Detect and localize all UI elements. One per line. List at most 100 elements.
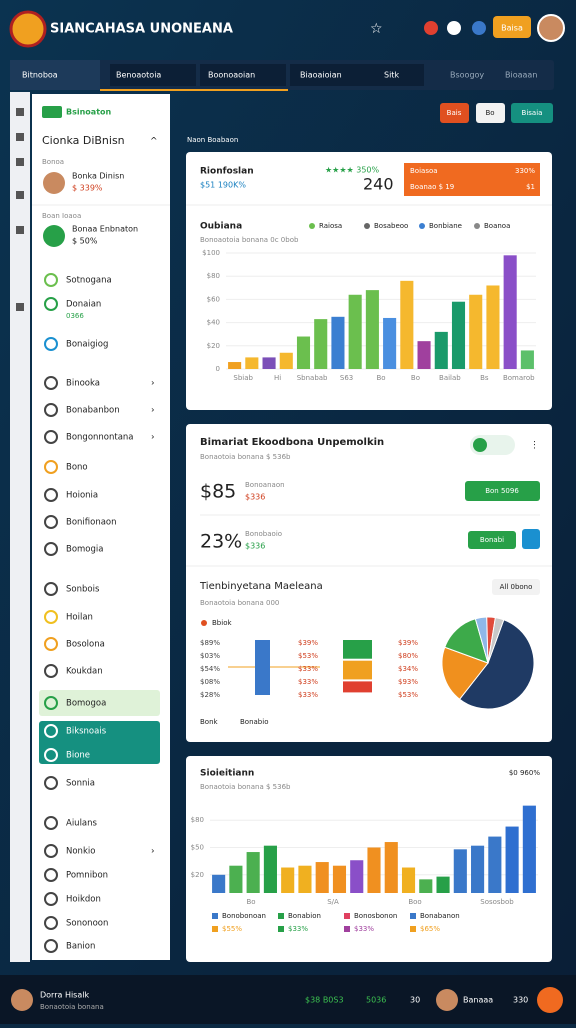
chevron[interactable]: › bbox=[151, 847, 155, 857]
bar bbox=[348, 294, 362, 369]
item-label[interactable]: Bonabanbon bbox=[66, 406, 120, 416]
toggle-knob[interactable] bbox=[473, 438, 487, 452]
bar bbox=[520, 350, 534, 369]
tab-label[interactable]: Bitnoboa bbox=[22, 71, 58, 80]
tab-label[interactable]: Sitk bbox=[384, 71, 399, 80]
icon-chat[interactable] bbox=[472, 21, 486, 35]
chevron[interactable]: › bbox=[151, 433, 155, 443]
tab[interactable] bbox=[200, 64, 286, 86]
rail-icon[interactable] bbox=[16, 226, 24, 234]
item-active[interactable] bbox=[39, 721, 160, 764]
item-label[interactable]: Binooka bbox=[66, 379, 100, 389]
legend-swatch bbox=[278, 926, 284, 932]
item-label[interactable]: Bione bbox=[66, 751, 90, 761]
legend-label: Bosabeoo bbox=[374, 222, 408, 230]
item-label[interactable]: Nonkio bbox=[66, 847, 95, 857]
value-label: $39% bbox=[298, 639, 318, 647]
item-label[interactable]: Bosolona bbox=[66, 640, 105, 650]
item-label[interactable]: Hoilan bbox=[66, 613, 93, 623]
item-label[interactable]: Biksnoais bbox=[66, 727, 107, 737]
card-subtitle: Bonaotoia bonana $ 536b bbox=[200, 453, 291, 461]
kpi-button-label: Bon 5096 bbox=[485, 487, 519, 495]
item-label[interactable]: Bonaigiog bbox=[66, 340, 108, 350]
kpi-button[interactable] bbox=[465, 481, 540, 501]
tab-label[interactable]: Benoaotoia bbox=[116, 71, 161, 80]
value-label: $93% bbox=[398, 678, 418, 686]
value-label: $89% bbox=[200, 639, 220, 647]
item-label[interactable]: Aiulans bbox=[66, 819, 98, 829]
tab-label[interactable]: Boonoaoian bbox=[208, 71, 255, 80]
kpi-button[interactable] bbox=[468, 531, 516, 549]
item-label[interactable]: Koukdan bbox=[66, 667, 103, 677]
item-label[interactable]: Bongonnontana bbox=[66, 433, 134, 443]
rail-icon[interactable] bbox=[16, 191, 24, 199]
bar bbox=[296, 336, 311, 369]
value-label: $08% bbox=[200, 678, 220, 686]
toolbar-button[interactable] bbox=[511, 103, 553, 123]
chevron[interactable]: ^ bbox=[150, 137, 158, 147]
item-label[interactable]: Sonnia bbox=[66, 779, 95, 789]
alert-sub2: $1 bbox=[526, 183, 535, 191]
icon-button[interactable] bbox=[522, 529, 540, 549]
rail-icon[interactable] bbox=[16, 158, 24, 166]
icon-alert[interactable] bbox=[424, 21, 438, 35]
legend-swatch bbox=[344, 926, 350, 932]
rail-icon[interactable] bbox=[16, 133, 24, 141]
kpi-value: $85 bbox=[200, 481, 236, 503]
tab-label[interactable]: Bioaaan bbox=[505, 71, 537, 80]
item-label[interactable]: Hoikdon bbox=[66, 895, 101, 905]
stack-segment bbox=[343, 660, 372, 680]
item-label[interactable]: Bomogoa bbox=[66, 699, 106, 709]
kpi-value: 240 bbox=[363, 175, 394, 194]
bar bbox=[451, 301, 466, 369]
y-tick-label: $100 bbox=[202, 249, 220, 257]
value-label: $39% bbox=[398, 639, 418, 647]
toolbar-button[interactable] bbox=[440, 103, 469, 123]
dropdown[interactable] bbox=[492, 579, 540, 595]
header-button[interactable] bbox=[493, 16, 531, 38]
x-tick-label: Bomarob bbox=[503, 374, 535, 382]
item-label[interactable]: Sotnogana bbox=[66, 276, 112, 286]
rail-icon[interactable] bbox=[16, 303, 24, 311]
toolbar-button[interactable] bbox=[476, 103, 505, 123]
menu[interactable]: ⋮ bbox=[530, 441, 539, 451]
value-label: $80% bbox=[398, 652, 418, 660]
chevron[interactable]: › bbox=[151, 379, 155, 389]
item-label[interactable]: Banion bbox=[66, 942, 95, 952]
y-tick-label: $60 bbox=[207, 295, 220, 303]
item-label[interactable]: Sononoon bbox=[66, 919, 108, 929]
item-label[interactable]: Bono bbox=[66, 463, 88, 473]
legend-swatch bbox=[212, 926, 218, 932]
tab[interactable] bbox=[110, 64, 196, 86]
item-highlight[interactable] bbox=[39, 690, 160, 716]
x-tick-label: S63 bbox=[340, 374, 353, 382]
icon-clock[interactable] bbox=[447, 21, 461, 35]
item-icon bbox=[44, 337, 58, 351]
rail-icon[interactable] bbox=[16, 108, 24, 116]
tab-label[interactable]: Biaoaioian bbox=[300, 71, 342, 80]
item-label[interactable]: Bonifionaon bbox=[66, 518, 117, 528]
y-tick-label: $80 bbox=[191, 816, 204, 824]
item-label[interactable]: Pomnibon bbox=[66, 871, 108, 881]
x-tick-label: Sbiab bbox=[233, 374, 253, 382]
chevron[interactable]: › bbox=[151, 406, 155, 416]
fab[interactable] bbox=[537, 987, 563, 1013]
item-label[interactable]: Donaian bbox=[66, 300, 101, 310]
avatar[interactable] bbox=[537, 14, 565, 42]
bar bbox=[384, 842, 398, 893]
item-label[interactable]: Bomogia bbox=[66, 545, 103, 555]
item-label[interactable]: Sonbois bbox=[66, 585, 100, 595]
legend-label: Bonosbonon bbox=[354, 912, 397, 920]
tab-label[interactable]: Bsoogoy bbox=[450, 71, 484, 80]
legend-swatch bbox=[278, 913, 284, 919]
bar bbox=[350, 860, 364, 893]
tab[interactable] bbox=[290, 64, 424, 86]
icon-star[interactable]: ☆ bbox=[370, 21, 383, 37]
logo[interactable] bbox=[9, 10, 47, 48]
x-tick-label: Bailab bbox=[439, 374, 461, 382]
section-title: Tienbinyetana Maeleana bbox=[199, 581, 323, 592]
item-label[interactable]: Hoionia bbox=[66, 491, 98, 501]
footer-stat: $38 B0S3 bbox=[305, 996, 344, 1005]
kpi-sub: $336 bbox=[245, 493, 265, 502]
tab-active[interactable] bbox=[10, 60, 100, 90]
